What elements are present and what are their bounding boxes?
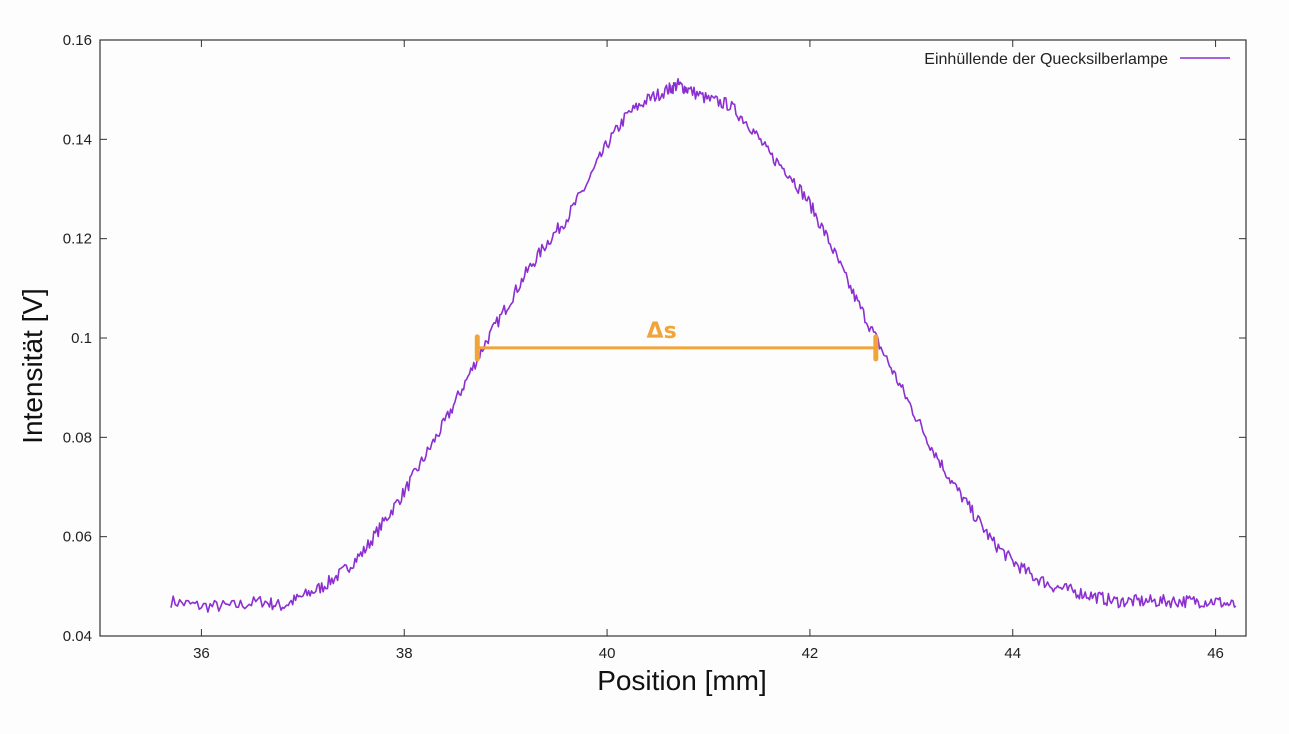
y-tick-label: 0.16	[63, 32, 92, 49]
data-point	[1174, 600, 1176, 602]
data-point	[586, 183, 588, 185]
data-point	[627, 114, 629, 116]
data-point	[383, 521, 385, 523]
data-point	[748, 124, 750, 126]
data-point	[971, 511, 973, 513]
x-tick-label: 36	[193, 645, 210, 662]
data-point	[403, 491, 405, 493]
x-tick-label: 42	[802, 645, 819, 662]
data-point	[606, 144, 608, 146]
data-point	[201, 605, 203, 607]
data-point	[1154, 600, 1156, 602]
x-tick-label: 46	[1207, 645, 1224, 662]
x-axis-title: Position [mm]	[597, 665, 767, 696]
data-point	[343, 571, 345, 573]
data-point	[282, 605, 284, 607]
data-point	[1235, 605, 1237, 607]
data-point	[728, 104, 730, 106]
y-tick-label: 0.04	[63, 628, 92, 645]
data-point	[687, 89, 689, 91]
data-point	[424, 456, 426, 458]
data-point	[911, 407, 913, 409]
y-tick-label: 0.14	[63, 131, 92, 148]
data-point	[647, 99, 649, 101]
y-tick-label: 0.08	[63, 429, 92, 446]
data-point	[525, 273, 527, 275]
x-tick-label: 40	[599, 645, 616, 662]
data-point	[322, 586, 324, 588]
data-point	[789, 173, 791, 175]
data-point	[677, 84, 679, 86]
data-point	[1012, 561, 1014, 563]
y-tick-label: 0.1	[71, 330, 92, 347]
data-point	[708, 99, 710, 101]
data-point	[890, 367, 892, 369]
data-point	[667, 89, 669, 91]
axis-ticks: 36 38 40 42 44 46 0.04 0.06 0.08 0.1 0.12 0.14 0.16	[63, 32, 1246, 662]
legend-label: Einhüllende der Quecksilberlampe	[924, 51, 1168, 68]
series-line	[170, 78, 1237, 613]
annotations: Δs	[474, 319, 879, 362]
data-point	[444, 422, 446, 424]
data-point	[566, 218, 568, 220]
data-point	[992, 541, 994, 543]
data-point	[363, 551, 365, 553]
delta-s-label: Δs	[647, 319, 677, 344]
y-axis-title: Intensität [V]	[17, 288, 48, 444]
data-point	[505, 307, 507, 309]
data-point	[870, 327, 872, 329]
data-point	[302, 595, 304, 597]
data-point	[231, 605, 233, 607]
data-point	[464, 382, 466, 384]
data-point	[1134, 600, 1136, 602]
data-point	[170, 600, 172, 602]
data-point	[1113, 600, 1115, 602]
data-point	[1215, 600, 1217, 602]
data-point	[951, 481, 953, 483]
data-series	[170, 78, 1237, 613]
data-point	[850, 288, 852, 290]
data-point	[769, 153, 771, 155]
legend: Einhüllende der Quecksilberlampe	[924, 51, 1230, 68]
y-tick-label: 0.12	[63, 231, 92, 248]
data-point	[1194, 600, 1196, 602]
data-point	[829, 243, 831, 245]
x-tick-label: 44	[1004, 645, 1021, 662]
y-tick-label: 0.06	[63, 529, 92, 546]
data-point	[261, 600, 263, 602]
data-point	[485, 342, 487, 344]
data-point	[809, 203, 811, 205]
data-point	[1053, 586, 1055, 588]
data-point	[1073, 591, 1075, 593]
data-point	[931, 446, 933, 448]
data-point	[1093, 595, 1095, 597]
x-tick-label: 38	[396, 645, 413, 662]
data-point	[1032, 576, 1034, 578]
data-point	[545, 243, 547, 245]
plot-frame	[99, 39, 1247, 637]
plot-background	[100, 40, 1246, 636]
